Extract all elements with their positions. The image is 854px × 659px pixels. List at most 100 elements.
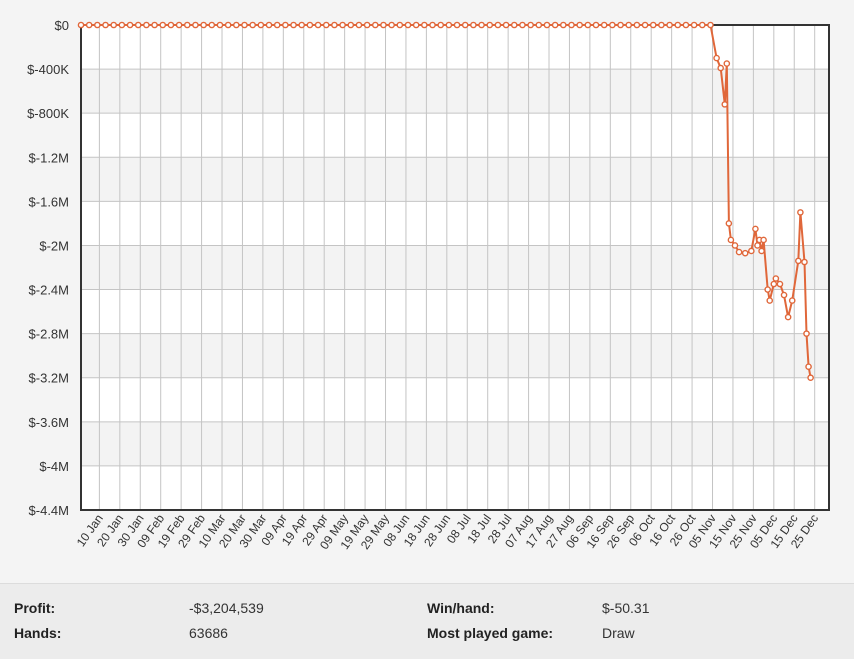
data-point [535, 21, 543, 29]
grid-band [81, 157, 829, 202]
data-point [290, 21, 297, 29]
data-point [241, 21, 248, 29]
data-point [126, 21, 134, 29]
y-tick-label: $-800K [27, 106, 69, 121]
data-point [167, 21, 175, 29]
y-tick-label: $0 [55, 18, 69, 33]
data-point [77, 21, 85, 29]
data-point [788, 297, 796, 304]
data-point [674, 21, 682, 29]
data-point [437, 21, 444, 29]
data-point [134, 21, 142, 29]
data-point [363, 21, 371, 29]
data-point [282, 21, 289, 29]
data-point [388, 21, 395, 29]
data-point [102, 21, 109, 29]
data-point [690, 21, 698, 29]
data-point [698, 21, 706, 29]
data-point [519, 21, 526, 29]
most-played-game-value: Draw [602, 625, 635, 641]
data-point [725, 220, 733, 227]
data-point [776, 280, 784, 288]
data-point [717, 64, 724, 72]
data-point [805, 363, 812, 371]
data-point [429, 21, 436, 29]
data-point [502, 21, 510, 29]
data-point [224, 21, 232, 29]
profit-value: -$3,204,539 [189, 600, 264, 616]
data-point [741, 249, 749, 257]
data-point [314, 21, 322, 29]
y-tick-label: $-1.2M [29, 150, 69, 165]
data-point [249, 21, 256, 29]
data-point [273, 21, 281, 29]
data-point [735, 248, 743, 256]
data-point [707, 21, 714, 29]
y-tick-label: $-1.6M [29, 194, 69, 209]
data-point [721, 101, 729, 108]
y-tick-label: $-400K [27, 62, 69, 77]
data-point [551, 21, 559, 29]
data-point [396, 21, 404, 29]
data-point [625, 21, 633, 29]
data-point [404, 21, 412, 29]
data-point [584, 21, 592, 29]
y-tick-label: $-2.4M [29, 283, 69, 298]
data-point [478, 21, 485, 29]
data-point [118, 21, 126, 29]
win-per-hand-label: Win/hand: [427, 600, 495, 616]
data-point [658, 21, 665, 29]
data-point [600, 21, 608, 29]
y-tick-label: $-3.2M [29, 371, 69, 386]
data-point [803, 330, 810, 337]
grid-band [81, 421, 829, 466]
grid-band [81, 245, 829, 290]
data-point [527, 21, 534, 29]
data-point [298, 21, 306, 29]
data-point [766, 297, 774, 304]
data-point [192, 21, 199, 29]
data-point [801, 258, 808, 266]
data-point [797, 209, 804, 216]
data-point [355, 21, 363, 29]
data-point [592, 21, 600, 29]
data-point [748, 247, 755, 255]
data-point [208, 21, 216, 29]
data-point [795, 257, 802, 265]
y-tick-label: $-2.8M [29, 327, 69, 342]
data-point [494, 21, 502, 29]
data-point [470, 21, 477, 29]
data-point [453, 21, 461, 29]
data-point [175, 21, 183, 29]
data-point [633, 21, 641, 29]
data-point [758, 247, 765, 255]
hands-value: 63686 [189, 625, 228, 641]
data-point [143, 21, 150, 29]
most-played-game-label: Most played game: [427, 625, 554, 641]
data-point [331, 21, 338, 29]
data-point [576, 21, 583, 29]
data-point [784, 313, 792, 321]
data-point [486, 21, 494, 29]
data-point [727, 236, 735, 244]
y-tick-label: $-4.4M [29, 503, 69, 518]
data-point [617, 21, 624, 29]
data-point [568, 21, 575, 29]
data-point [780, 291, 788, 299]
data-point [216, 21, 224, 29]
data-point [461, 21, 469, 29]
hands-label: Hands: [14, 625, 62, 641]
data-point [754, 242, 761, 249]
data-point [760, 236, 767, 244]
data-point [510, 21, 518, 29]
data-point [85, 21, 93, 29]
data-point [371, 21, 379, 29]
profit-line-chart: $0 $-400K $-800K $-1.2M $-1.6M $-2M $-2.4M $-2.… [27, 18, 830, 552]
stats-panel: Profit: -$3,204,539 Hands: 63686 Win/han… [0, 583, 854, 659]
data-point [94, 21, 101, 29]
data-point [560, 21, 567, 29]
grid-band [81, 69, 829, 114]
data-point [339, 21, 346, 29]
data-point [543, 21, 551, 29]
data-point [666, 21, 673, 29]
